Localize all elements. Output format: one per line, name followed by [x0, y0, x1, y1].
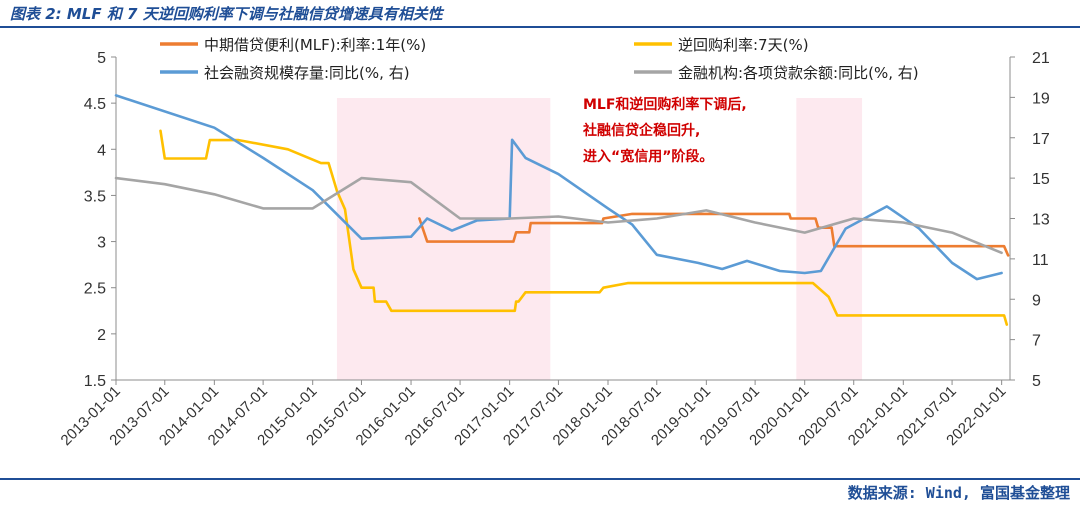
footer-divider: [0, 478, 1080, 480]
y-right-tick-label: 17: [1032, 131, 1050, 148]
y-right-tick-label: 11: [1032, 252, 1049, 269]
y-left-tick-label: 2.5: [84, 281, 106, 298]
y-right-tick-label: 9: [1032, 292, 1041, 309]
legend-label-loan: 金融机构:各项贷款余额:同比(%, 右): [678, 64, 919, 82]
annotation-line-3: 进入“宽信用”阶段。: [583, 149, 714, 165]
series-line-mlf: [418, 212, 1010, 257]
y-left-tick-label: 4: [97, 142, 106, 159]
chart-title: 图表 2: MLF 和 7 天逆回购利率下调与社融信贷增速具有相关性: [10, 5, 443, 23]
series-line-tsf: [114, 94, 1003, 281]
y-left-tick-label: 3.5: [84, 188, 106, 205]
y-left-tick-label: 2: [97, 327, 106, 344]
series-lines: [114, 94, 1010, 326]
series-line-rr7: [159, 129, 1009, 326]
y-right-tick-label: 5: [1032, 373, 1041, 390]
y-left-tick-label: 5: [97, 50, 106, 67]
annotation-line-1: MLF和逆回购利率下调后,: [583, 97, 747, 113]
title-bar: 图表 2: MLF 和 7 天逆回购利率下调与社融信贷增速具有相关性: [0, 0, 1080, 28]
y-right-tick-label: 19: [1032, 90, 1050, 107]
y-right-tick-label: 15: [1032, 171, 1050, 188]
shaded-period-1: [796, 98, 863, 380]
y-left-tick-label: 3: [97, 235, 106, 252]
y-right-tick-label: 13: [1032, 212, 1050, 229]
legend-label-tsf: 社会融资规模存量:同比(%, 右): [204, 64, 410, 82]
series-line-loan: [114, 176, 1003, 255]
legend-label-mlf: 中期借贷便利(MLF):利率:1年(%): [204, 36, 426, 54]
axes: 1.522.533.544.555791113151719212013-01-0…: [58, 50, 1050, 449]
legend-label-rr7: 逆回购利率:7天(%): [678, 36, 809, 54]
y-left-tick-label: 1.5: [84, 373, 106, 390]
source-note: 数据来源: Wind, 富国基金整理: [847, 484, 1070, 502]
y-left-tick-label: 4.5: [84, 96, 106, 113]
y-right-tick-label: 7: [1032, 333, 1041, 350]
legend: 中期借贷便利(MLF):利率:1年(%) 逆回购利率:7天(%) 社会融资规模存量:…: [160, 36, 919, 82]
annotation-line-2: 社融信贷企稳回升,: [583, 123, 701, 139]
shaded-periods: [336, 98, 863, 380]
y-right-tick-label: 21: [1032, 50, 1050, 67]
